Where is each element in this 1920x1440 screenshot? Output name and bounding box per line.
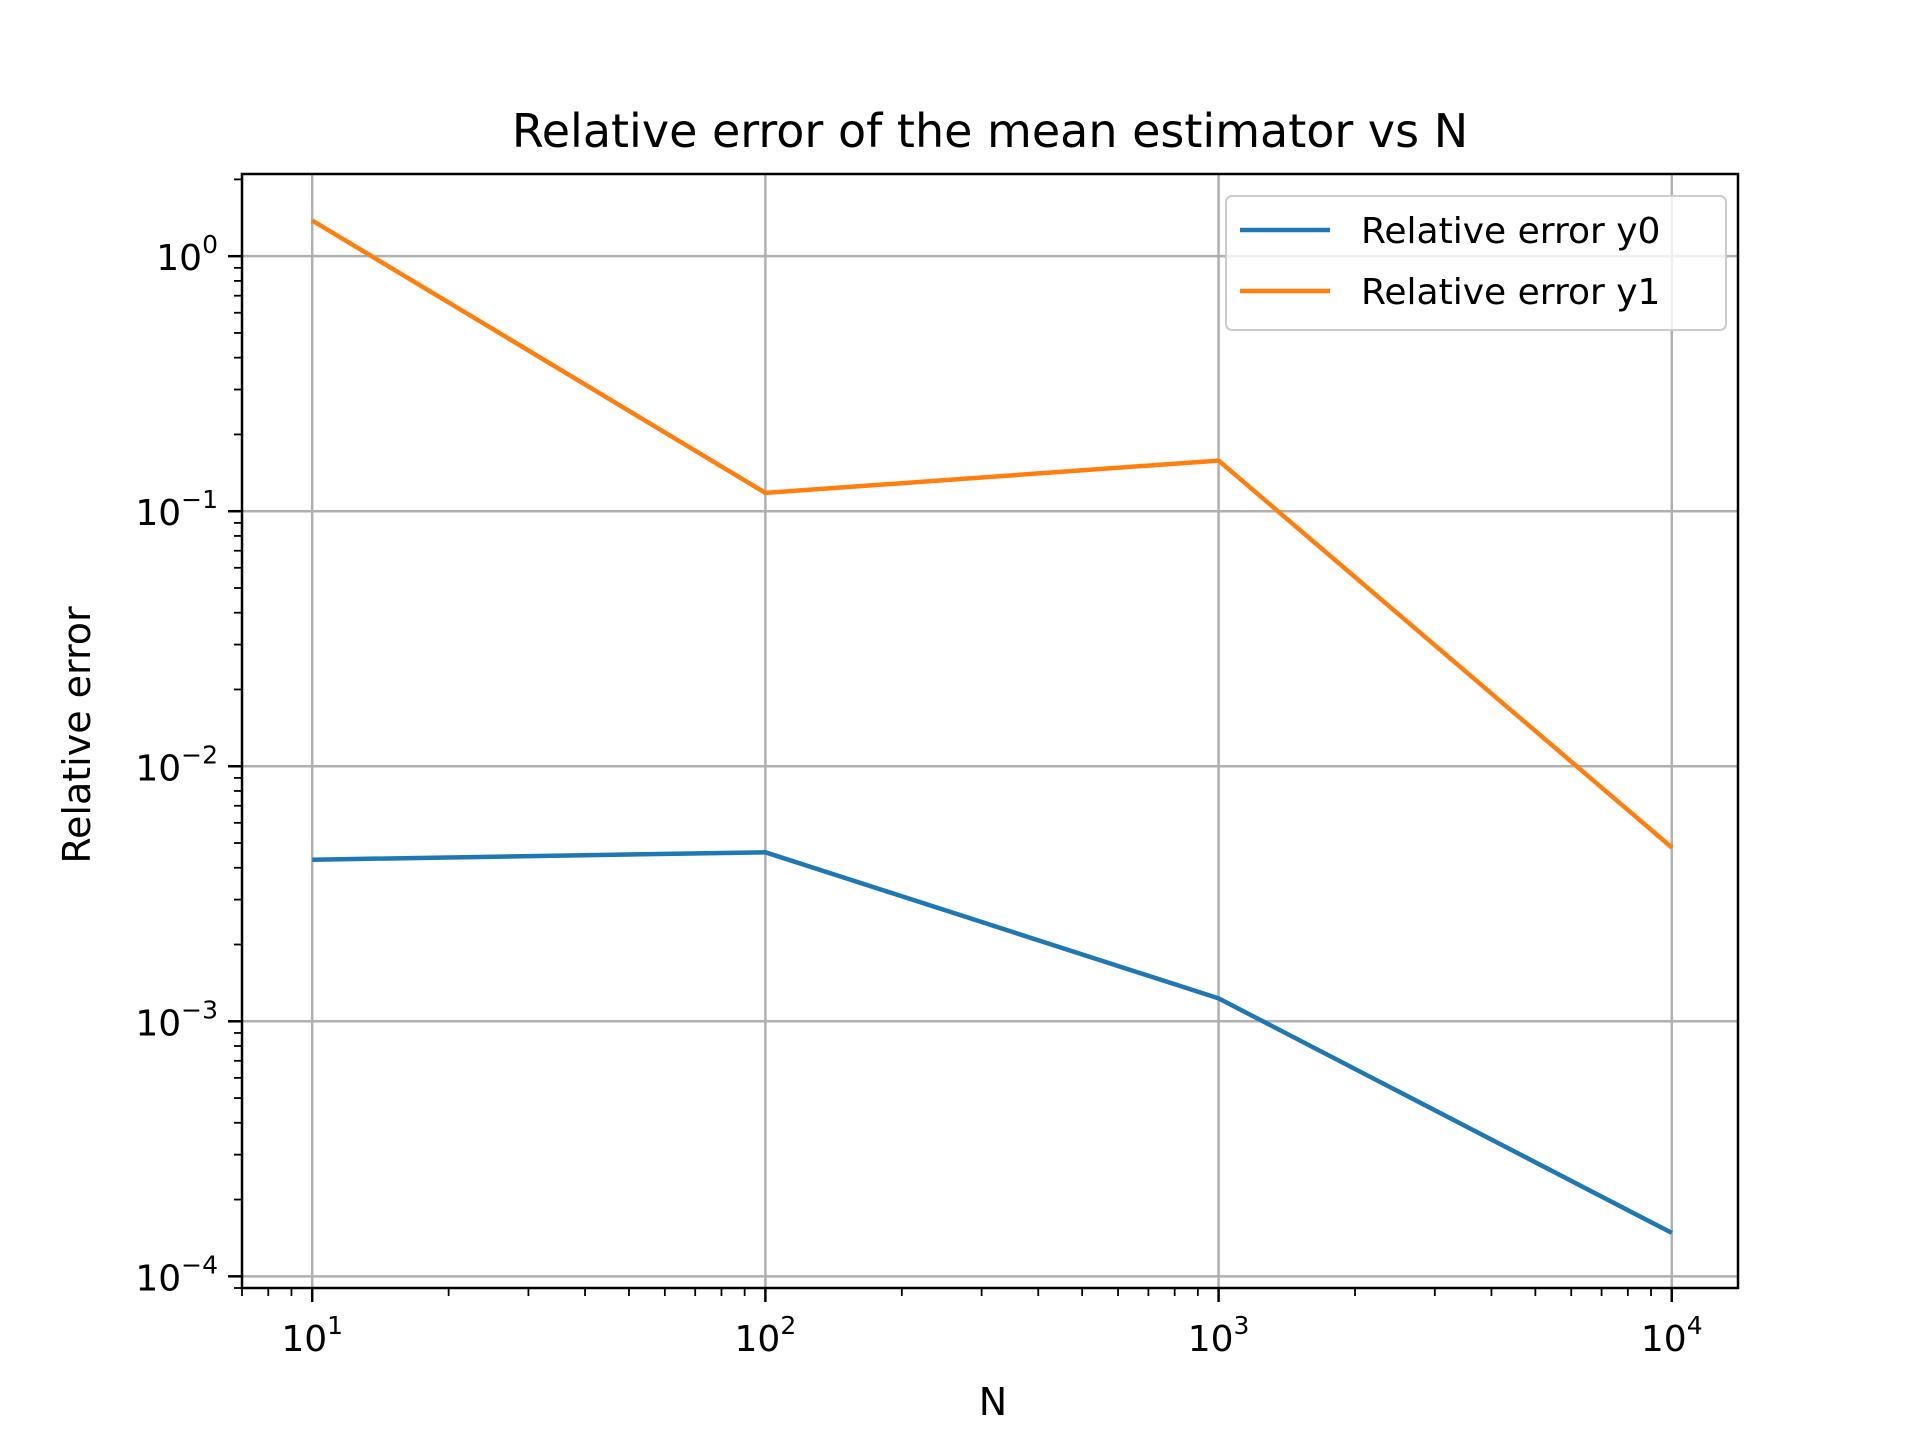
chart-title: Relative error of the mean estimator vs … [512,104,1468,158]
series-lines [311,218,1674,1235]
series-line-y1 [311,218,1674,850]
series-line-y0 [312,850,1673,1235]
x-tick-label-3: 104 [1641,1311,1703,1360]
grid-lines [242,174,1738,1288]
legend: Relative error y0 Relative error y1 [1225,195,1727,331]
legend-label-y0: Relative error y0 [1361,211,1660,252]
x-tick-labels: 101 102 103 104 [281,1311,1702,1360]
y-tick-label-0: 100 [156,230,218,279]
x-axis-label: N [979,1380,1007,1424]
x-tick-label-1: 102 [735,1311,797,1360]
y-tick-label-3: 10−3 [135,995,218,1044]
minor-ticks [234,178,1652,1296]
y-tick-label-1: 10−1 [135,485,218,534]
plot-frame [240,172,1740,1290]
legend-box [1225,195,1727,331]
legend-label-y1: Relative error y1 [1361,272,1660,313]
y-tick-label-4: 10−4 [135,1250,218,1299]
x-tick-label-0: 101 [281,1311,343,1360]
y-axis-label: Relative error [55,606,99,864]
major-ticks [228,254,1674,1302]
y-tick-label-2: 10−2 [135,740,218,789]
y-tick-labels: 100 10−1 10−2 10−3 10−4 [135,230,218,1299]
x-tick-label-2: 103 [1188,1311,1250,1360]
